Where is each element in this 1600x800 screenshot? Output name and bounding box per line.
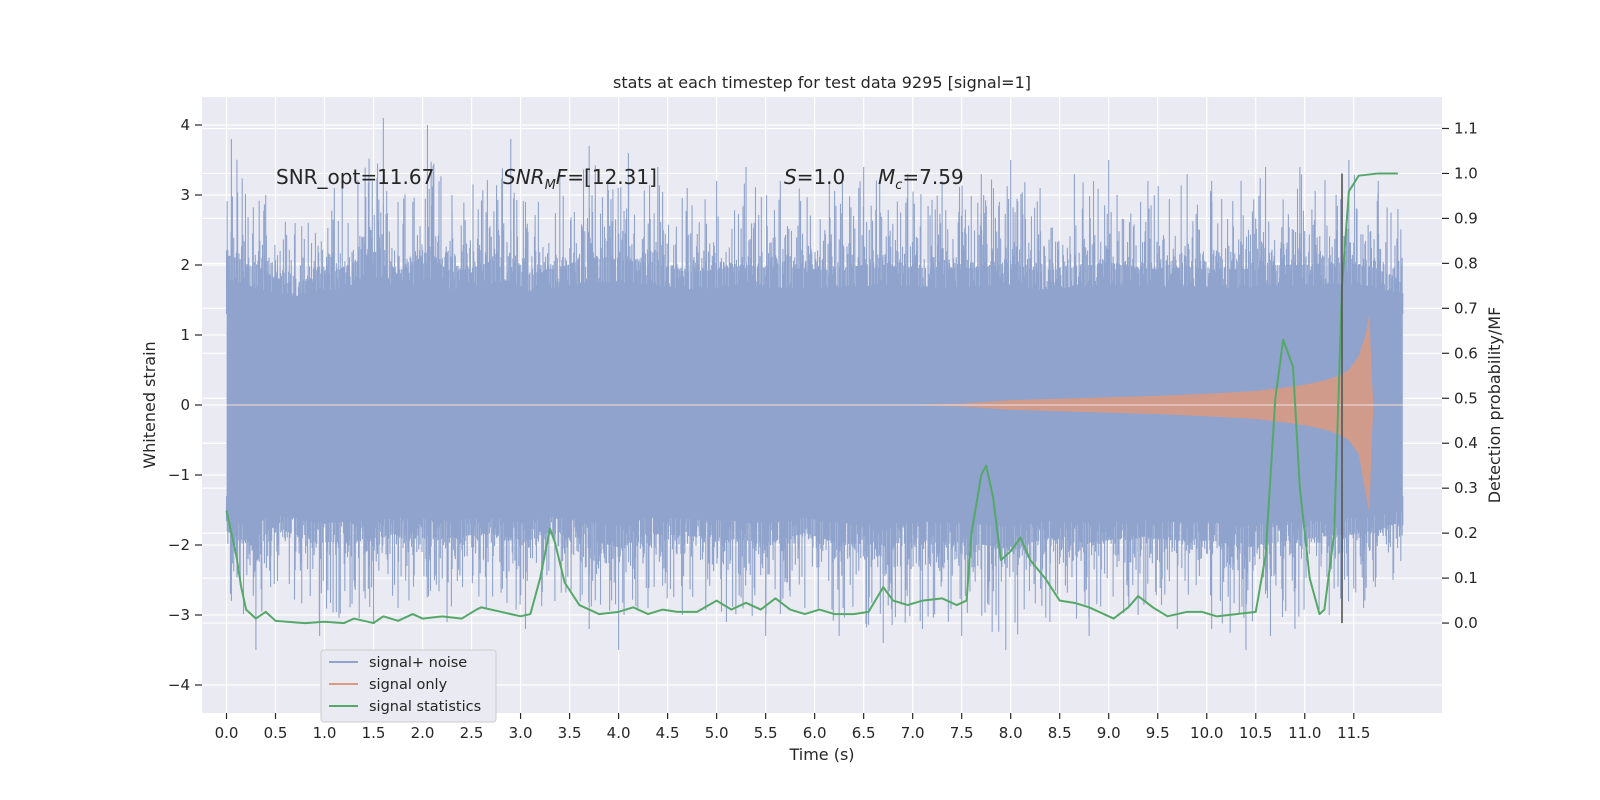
x-tick-label: 1.0 xyxy=(313,724,337,742)
y-tick-label-right: 1.0 xyxy=(1454,164,1478,182)
legend: signal+ noise signal only signal statist… xyxy=(320,649,497,723)
legend-label-signal-only: signal only xyxy=(369,677,448,693)
annotation-snr-opt: SNR_opt=11.67 xyxy=(276,165,434,189)
noise-spikes xyxy=(225,118,1404,650)
x-tick-label: 2.0 xyxy=(411,724,435,742)
x-tick-label: 5.0 xyxy=(705,724,729,742)
y-tick-label-left: 3 xyxy=(180,186,190,204)
x-tick-label: 9.0 xyxy=(1097,724,1121,742)
y-tick-label-right: 0.2 xyxy=(1454,524,1478,542)
x-tick-label: 2.5 xyxy=(460,724,484,742)
y-tick-label-right: 1.1 xyxy=(1454,119,1478,137)
x-tick-label: 4.0 xyxy=(607,724,631,742)
x-axis-label: Time (s) xyxy=(788,745,854,764)
y-tick-label-right: 0.9 xyxy=(1454,209,1478,227)
x-tick-label: 3.0 xyxy=(509,724,533,742)
y-tick-label-right: 0.7 xyxy=(1454,299,1478,317)
x-tick-label: 10.5 xyxy=(1239,724,1272,742)
x-ticks: 0.0 0.5 1.0 1.5 2.0 2.5 3.0 3.5 4.0 4.5 5.0 5.5 6.0 6… xyxy=(215,713,1370,742)
x-tick-label: 0.5 xyxy=(264,724,288,742)
y-axis-label-right: Detection probability/MF xyxy=(1485,307,1504,504)
annotation-mc: Mc=7.59 xyxy=(878,165,964,193)
legend-label-signal-statistics: signal statistics xyxy=(369,699,481,715)
y-tick-label-right: 0.5 xyxy=(1454,389,1478,407)
x-tick-label: 7.5 xyxy=(950,724,974,742)
x-tick-label: 10.0 xyxy=(1190,724,1223,742)
signal-envelope xyxy=(893,314,1374,514)
annotation-s: S=1.0 xyxy=(784,165,845,189)
x-tick-label: 11.0 xyxy=(1288,724,1321,742)
x-tick-label: 8.0 xyxy=(999,724,1023,742)
y-axis-label-left: Whitened strain xyxy=(140,341,159,468)
y-ticks-left: 4 3 2 1 0 −1 −2 −3 −4 xyxy=(168,116,202,694)
series-signal-only xyxy=(893,314,1374,514)
y-tick-label-left: −1 xyxy=(168,466,190,484)
y-tick-label-right: 0.8 xyxy=(1454,254,1478,272)
legend-box xyxy=(320,649,497,723)
y-tick-label-left: 2 xyxy=(180,256,190,274)
y-tick-label-left: 1 xyxy=(180,326,190,344)
y-ticks-right: 1.1 1.0 0.9 0.8 0.7 0.6 0.5 0.4 0.3 0.2 0.1 0.0 xyxy=(1442,119,1478,632)
y-tick-label-left: −2 xyxy=(168,536,190,554)
y-tick-label-right: 0.1 xyxy=(1454,569,1478,587)
x-tick-label: 5.5 xyxy=(754,724,778,742)
chart-title: stats at each timestep for test data 929… xyxy=(613,73,1031,92)
y-tick-label-right: 0.6 xyxy=(1454,344,1478,362)
series-signal-statistics xyxy=(225,172,1398,625)
x-tick-label: 11.5 xyxy=(1337,724,1370,742)
x-tick-label: 0.0 xyxy=(215,724,239,742)
stats-line xyxy=(225,172,1398,625)
y-tick-label-left: −4 xyxy=(168,676,190,694)
x-tick-label: 6.0 xyxy=(803,724,827,742)
x-tick-label: 6.5 xyxy=(852,724,876,742)
x-tick-label: 4.5 xyxy=(656,724,680,742)
x-tick-label: 3.5 xyxy=(558,724,582,742)
y-tick-label-right: 0.0 xyxy=(1454,614,1478,632)
y-tick-label-right: 0.3 xyxy=(1454,479,1478,497)
y-tick-label-left: 0 xyxy=(180,396,190,414)
x-tick-label: 7.0 xyxy=(901,724,925,742)
x-tick-label: 8.5 xyxy=(1048,724,1072,742)
annotation-snr-mf: SNRMF=[12.31] xyxy=(503,165,657,193)
y-tick-label-left: −3 xyxy=(168,606,190,624)
y-tick-label-right: 0.4 xyxy=(1454,434,1478,452)
x-tick-label: 1.5 xyxy=(362,724,386,742)
y-tick-label-left: 4 xyxy=(180,116,190,134)
legend-label-signal-noise: signal+ noise xyxy=(369,655,467,671)
x-tick-label: 9.5 xyxy=(1146,724,1170,742)
